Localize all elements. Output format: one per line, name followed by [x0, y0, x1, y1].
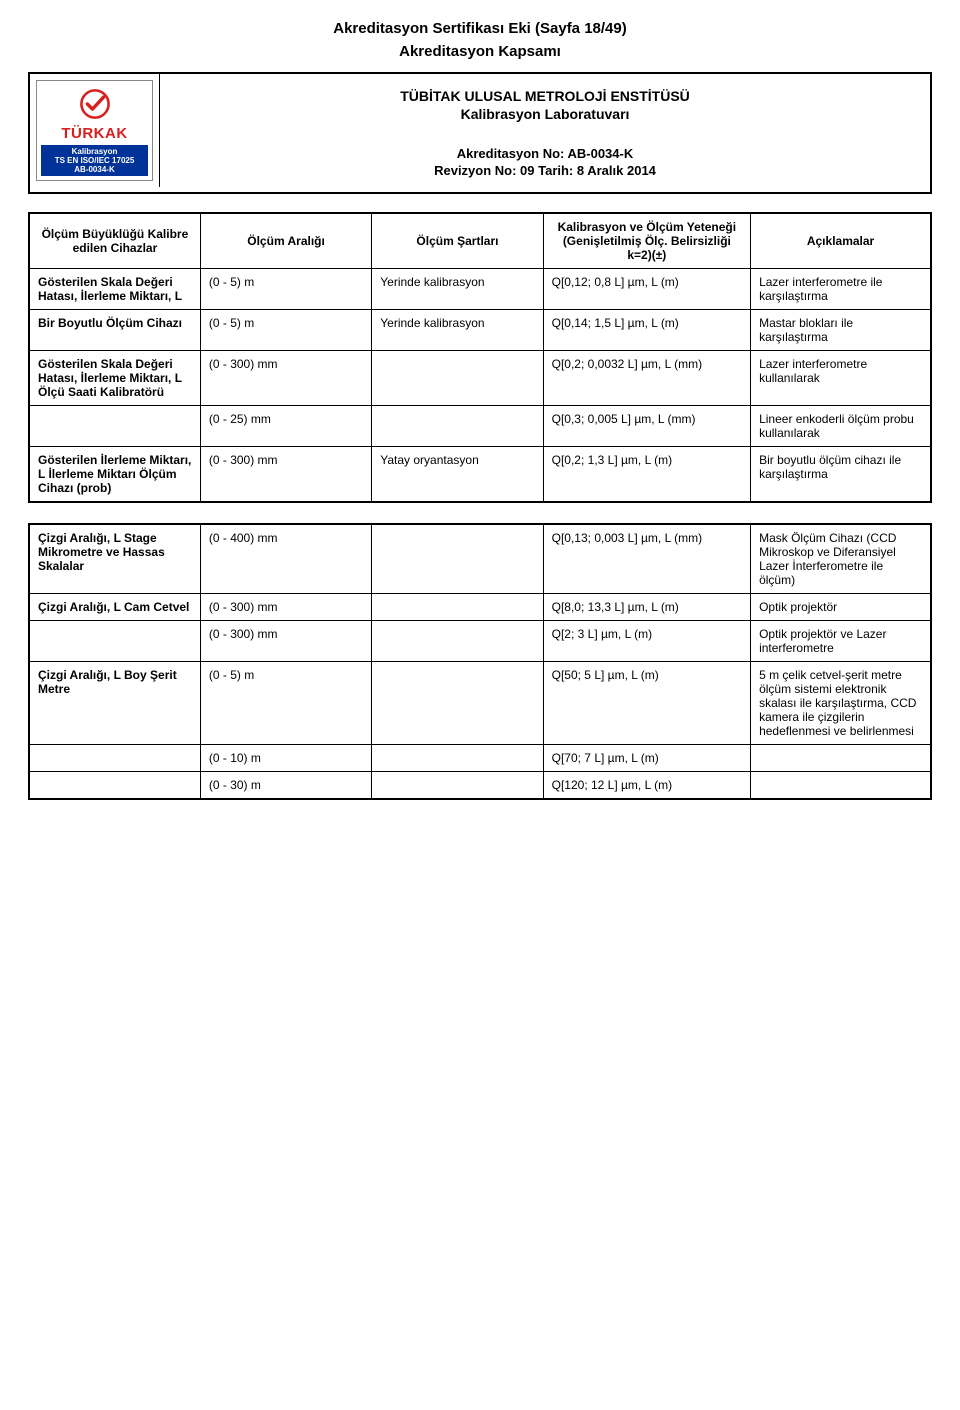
table-row: Gösterilen İlerleme Miktarı, L İlerleme … [29, 447, 931, 503]
row-note: Lineer enkoderli ölçüm probu kullanılara… [751, 406, 931, 447]
row-range: (0 - 400) mm [200, 524, 371, 594]
table-row: (0 - 25) mm Q[0,3; 0,005 L] µm, L (mm) L… [29, 406, 931, 447]
table-row: Çizgi Aralığı, L Boy Şerit Metre (0 - 5)… [29, 662, 931, 745]
logo-box: TÜRKAK Kalibrasyon TS EN ISO/IEC 17025 A… [30, 74, 160, 187]
turkak-check-icon [41, 85, 148, 123]
row-cond: Yerinde kalibrasyon [372, 310, 543, 351]
row-unc: Q[8,0; 13,3 L] µm, L (m) [543, 594, 750, 621]
row-note: Lazer interferometre ile karşılaştırma [751, 269, 931, 310]
row-note [751, 745, 931, 772]
table-header-row: Ölçüm Büyüklüğü Kalibre edilen Cihazlar … [29, 213, 931, 269]
row-unc: Q[0,12; 0,8 L] µm, L (m) [543, 269, 750, 310]
table-row: Gösterilen Skala Değeri Hatası, İlerleme… [29, 269, 931, 310]
row-unc: Q[0,14; 1,5 L] µm, L (m) [543, 310, 750, 351]
row-range: (0 - 300) mm [200, 621, 371, 662]
header-box: TÜRKAK Kalibrasyon TS EN ISO/IEC 17025 A… [28, 72, 932, 194]
scope-table-1: Ölçüm Büyüklüğü Kalibre edilen Cihazlar … [28, 212, 932, 503]
row-range: (0 - 5) m [200, 662, 371, 745]
row-unc: Q[0,2; 0,0032 L] µm, L (mm) [543, 351, 750, 406]
row-cond [372, 621, 543, 662]
row-cond: Yerinde kalibrasyon [372, 269, 543, 310]
page-title-1: Akreditasyon Sertifikası Eki (Sayfa 18/4… [28, 20, 932, 37]
row-range: (0 - 30) m [200, 772, 371, 800]
row-cond [372, 662, 543, 745]
row-note: Bir boyutlu ölçüm cihazı ile karşılaştır… [751, 447, 931, 503]
table-row: (0 - 10) m Q[70; 7 L] µm, L (m) [29, 745, 931, 772]
institution-name: TÜBİTAK ULUSAL METROLOJİ ENSTİTÜSÜ [172, 88, 918, 104]
row-range: (0 - 300) mm [200, 447, 371, 503]
row-label: Çizgi Aralığı, L Cam Cetvel [29, 594, 200, 621]
header-text: TÜBİTAK ULUSAL METROLOJİ ENSTİTÜSÜ Kalib… [160, 74, 930, 192]
page-title-2: Akreditasyon Kapsamı [28, 43, 932, 60]
table-row: Çizgi Aralığı, L Cam Cetvel (0 - 300) mm… [29, 594, 931, 621]
row-unc: Q[70; 7 L] µm, L (m) [543, 745, 750, 772]
row-unc: Q[0,13; 0,003 L] µm, L (mm) [543, 524, 750, 594]
row-unc: Q[50; 5 L] µm, L (m) [543, 662, 750, 745]
logo-sub: Kalibrasyon TS EN ISO/IEC 17025 AB-0034-… [41, 145, 148, 176]
table-row: (0 - 300) mm Q[2; 3 L] µm, L (m) Optik p… [29, 621, 931, 662]
scope-table-2: Çizgi Aralığı, L Stage Mikrometre ve Has… [28, 523, 932, 800]
row-cond [372, 351, 543, 406]
row-range: (0 - 25) mm [200, 406, 371, 447]
row-cond [372, 745, 543, 772]
accreditation-no: Akreditasyon No: AB-0034-K [172, 146, 918, 161]
row-unc: Q[0,2; 1,3 L] µm, L (m) [543, 447, 750, 503]
row-cond [372, 406, 543, 447]
row-unc: Q[0,3; 0,005 L] µm, L (mm) [543, 406, 750, 447]
row-label: Çizgi Aralığı, L Boy Şerit Metre [29, 662, 200, 745]
table-row: Çizgi Aralığı, L Stage Mikrometre ve Has… [29, 524, 931, 594]
row-label: Gösterilen İlerleme Miktarı, L İlerleme … [29, 447, 200, 503]
row-note: 5 m çelik cetvel-şerit metre ölçüm siste… [751, 662, 931, 745]
row-label [29, 745, 200, 772]
row-cond [372, 594, 543, 621]
logo-brand: TÜRKAK [41, 125, 148, 142]
col-header-conditions: Ölçüm Şartları [372, 213, 543, 269]
row-cond: Yatay oryantasyon [372, 447, 543, 503]
col-header-uncertainty: Kalibrasyon ve Ölçüm Yeteneği (Genişleti… [543, 213, 750, 269]
row-range: (0 - 10) m [200, 745, 371, 772]
row-label: Gösterilen Skala Değeri Hatası, İlerleme… [29, 351, 200, 406]
table-row: (0 - 30) m Q[120; 12 L] µm, L (m) [29, 772, 931, 800]
lab-name: Kalibrasyon Laboratuvarı [172, 106, 918, 122]
col-header-device: Ölçüm Büyüklüğü Kalibre edilen Cihazlar [29, 213, 200, 269]
table-row: Gösterilen Skala Değeri Hatası, İlerleme… [29, 351, 931, 406]
row-range: (0 - 5) m [200, 310, 371, 351]
row-range: (0 - 300) mm [200, 594, 371, 621]
row-note [751, 772, 931, 800]
row-label [29, 406, 200, 447]
row-unc: Q[2; 3 L] µm, L (m) [543, 621, 750, 662]
row-label: Çizgi Aralığı, L Stage Mikrometre ve Has… [29, 524, 200, 594]
revision-info: Revizyon No: 09 Tarih: 8 Aralık 2014 [172, 163, 918, 178]
row-note: Optik projektör [751, 594, 931, 621]
row-note: Optik projektör ve Lazer interferometre [751, 621, 931, 662]
row-note: Lazer interferometre kullanılarak [751, 351, 931, 406]
row-label: Gösterilen Skala Değeri Hatası, İlerleme… [29, 269, 200, 310]
row-cond [372, 772, 543, 800]
row-range: (0 - 300) mm [200, 351, 371, 406]
row-label: Bir Boyutlu Ölçüm Cihazı [29, 310, 200, 351]
row-label [29, 621, 200, 662]
table-row: Bir Boyutlu Ölçüm Cihazı (0 - 5) m Yerin… [29, 310, 931, 351]
row-label [29, 772, 200, 800]
col-header-range: Ölçüm Aralığı [200, 213, 371, 269]
row-cond [372, 524, 543, 594]
row-range: (0 - 5) m [200, 269, 371, 310]
row-note: Mastar blokları ile karşılaştırma [751, 310, 931, 351]
row-note: Mask Ölçüm Cihazı (CCD Mikroskop ve Dife… [751, 524, 931, 594]
row-unc: Q[120; 12 L] µm, L (m) [543, 772, 750, 800]
col-header-notes: Açıklamalar [751, 213, 931, 269]
